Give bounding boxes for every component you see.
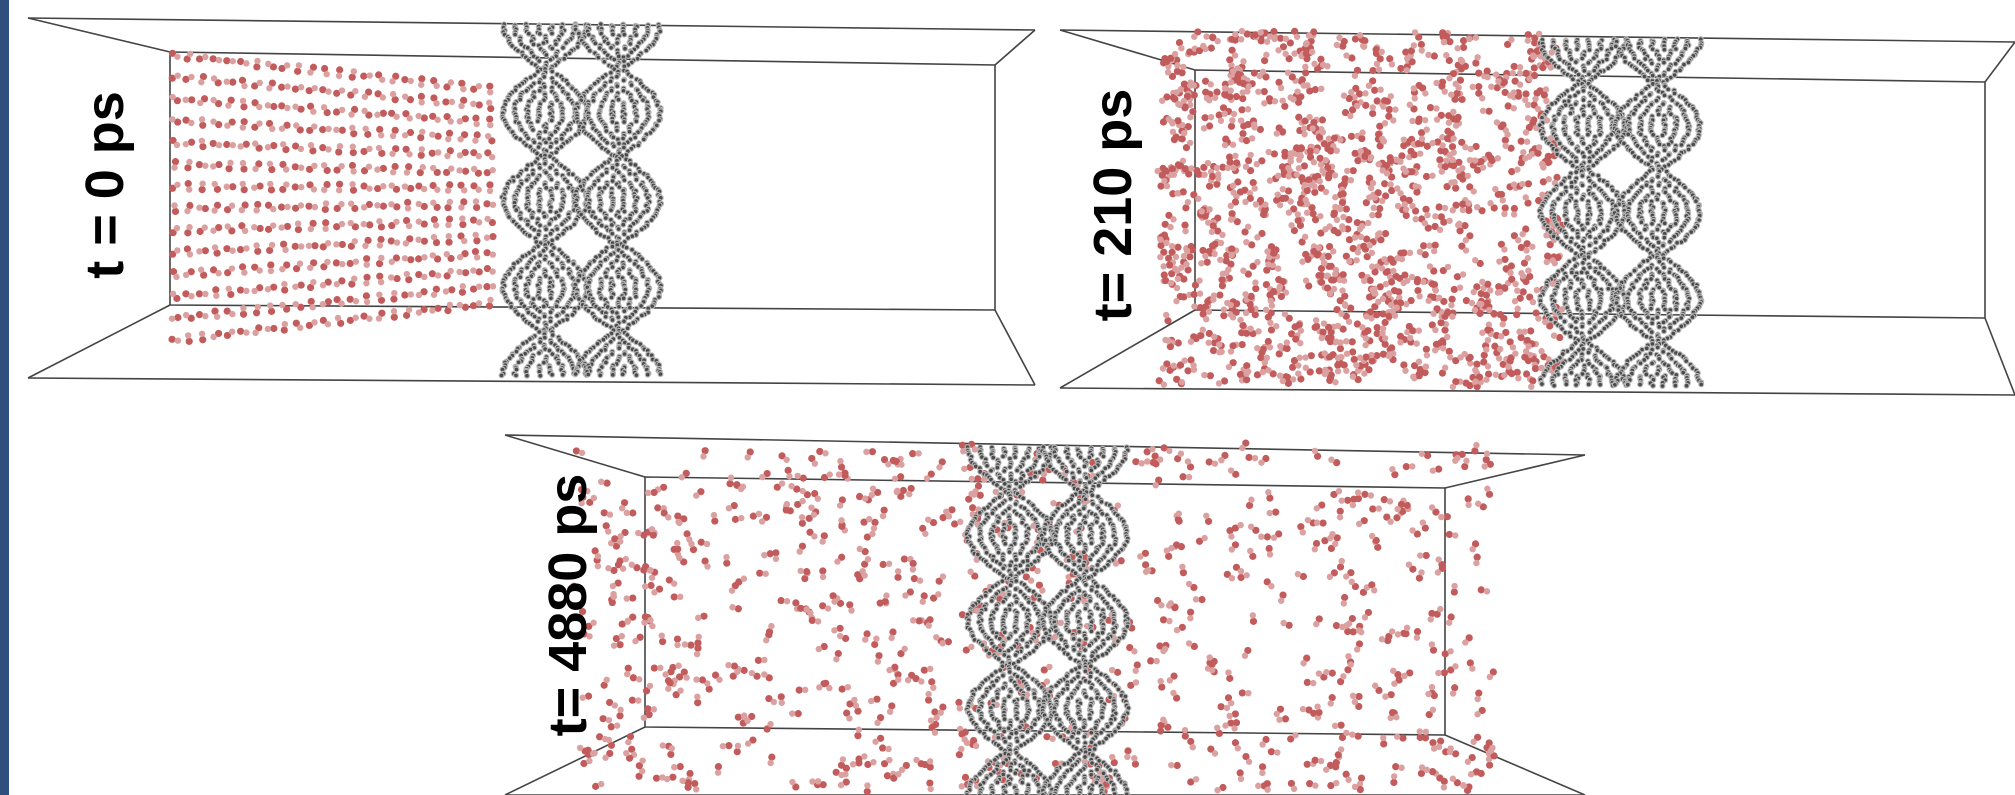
molecules-t0 xyxy=(168,49,497,345)
nanotubes-t210 xyxy=(1536,36,1705,389)
accent-bar xyxy=(0,0,9,795)
nanotubes-t0 xyxy=(498,21,665,379)
panel-label-t210: t= 210 ps xyxy=(1083,88,1143,322)
panel-label-t4880: t= 4880 ps xyxy=(538,473,598,737)
panel-t0 xyxy=(27,17,1036,386)
nanotubes-t4880 xyxy=(963,444,1132,795)
molecules-t210 xyxy=(1154,27,1566,391)
panel-t210 xyxy=(1059,27,2015,396)
panel-label-t0: t = 0 ps xyxy=(75,91,135,279)
panel-t4880 xyxy=(504,434,1586,795)
molecules-t4880 xyxy=(570,439,1498,795)
